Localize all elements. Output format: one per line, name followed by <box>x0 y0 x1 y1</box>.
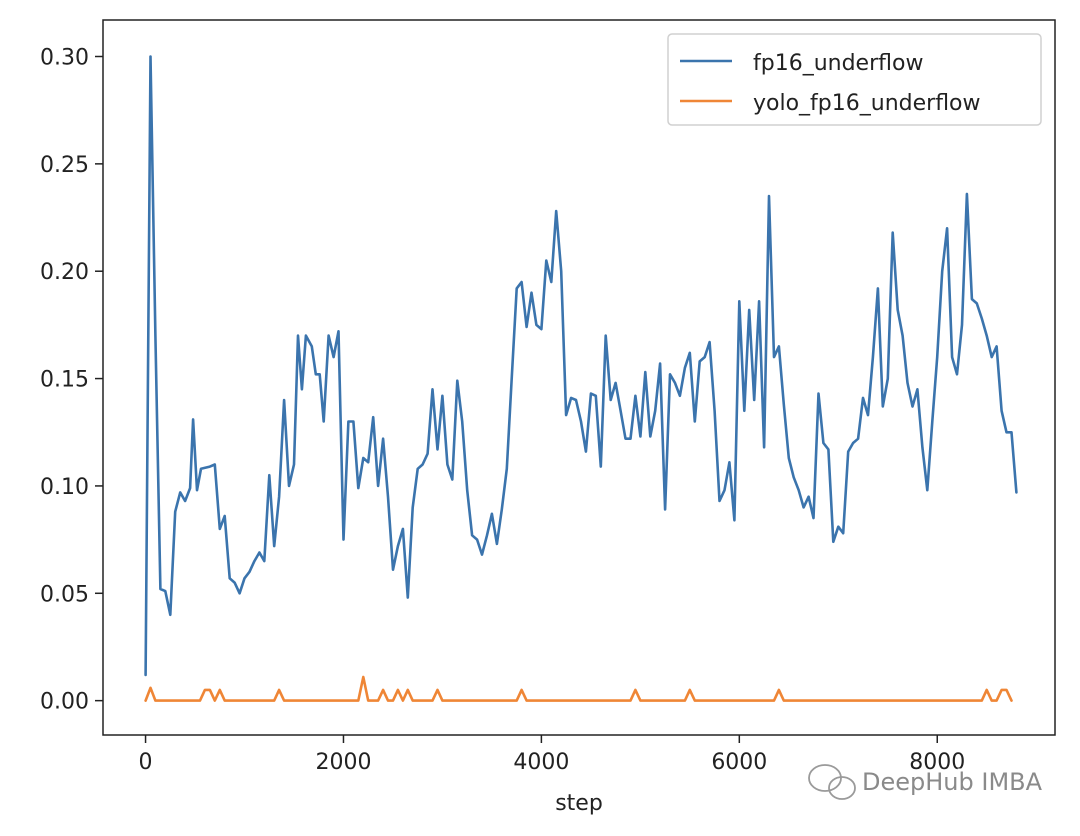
x-tick-label: 4000 <box>513 750 569 775</box>
series-layer <box>144 55 1018 702</box>
legend: fp16_underflow yolo_fp16_underflow <box>667 33 1042 126</box>
legend-label-yolo-fp16-underflow: yolo_fp16_underflow <box>753 91 981 116</box>
legend-box <box>667 33 1042 126</box>
plot-area <box>102 19 1056 736</box>
watermark: DeepHub IMBA DeepHub IMBA <box>806 762 1046 802</box>
x-tick-label: 8000 <box>909 750 965 775</box>
y-tick-label: 0.10 <box>40 475 89 500</box>
y-tick-label: 0.25 <box>40 153 89 178</box>
wechat-icon-outline <box>808 764 856 800</box>
y-axis: 0.00 0.05 0.10 0.15 0.20 0.25 0.30 <box>40 46 103 715</box>
y-tick-label: 0.30 <box>40 46 89 71</box>
legend-label-fp16-underflow: fp16_underflow <box>753 51 923 76</box>
x-axis: 0 2000 4000 6000 8000 <box>139 735 965 775</box>
y-tick-label: 0.00 <box>40 690 89 715</box>
x-tick-label: 2000 <box>315 750 371 775</box>
watermark-text-halo: DeepHub IMBA <box>862 768 1043 796</box>
y-tick-label: 0.15 <box>40 368 89 393</box>
series-line-yolo-fp16-underflow <box>144 675 1013 702</box>
x-tick-label: 0 <box>139 750 153 775</box>
y-tick-label: 0.05 <box>40 582 89 607</box>
x-tick-label: 6000 <box>711 750 767 775</box>
y-tick-label: 0.20 <box>40 260 89 285</box>
x-axis-label: step <box>555 791 603 816</box>
watermark-text: DeepHub IMBA <box>862 768 1043 796</box>
plot-frame <box>102 19 1056 736</box>
series-line-fp16-underflow <box>144 55 1018 677</box>
